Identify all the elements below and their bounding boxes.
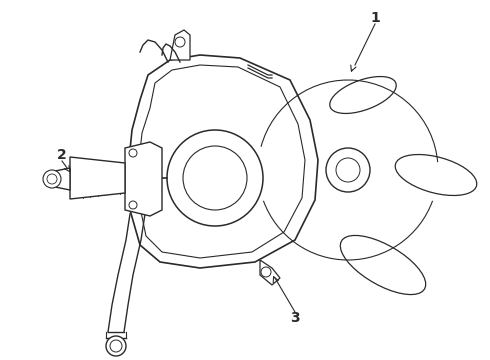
Text: 3: 3 [290,311,300,325]
Polygon shape [125,142,162,216]
Polygon shape [395,154,477,195]
Circle shape [183,146,247,210]
Polygon shape [170,30,190,60]
Polygon shape [260,260,280,285]
Circle shape [167,130,263,226]
Text: 1: 1 [370,11,380,25]
Circle shape [47,174,57,184]
Polygon shape [70,157,125,199]
Polygon shape [330,77,396,113]
Circle shape [326,148,370,192]
Circle shape [106,336,126,356]
Polygon shape [128,55,318,268]
Circle shape [129,149,137,157]
Polygon shape [44,168,70,190]
Circle shape [129,201,137,209]
Circle shape [175,37,185,47]
Circle shape [336,158,360,182]
Text: 2: 2 [57,148,67,162]
Circle shape [110,340,122,352]
Circle shape [261,267,271,277]
Polygon shape [340,235,426,294]
Circle shape [43,170,61,188]
